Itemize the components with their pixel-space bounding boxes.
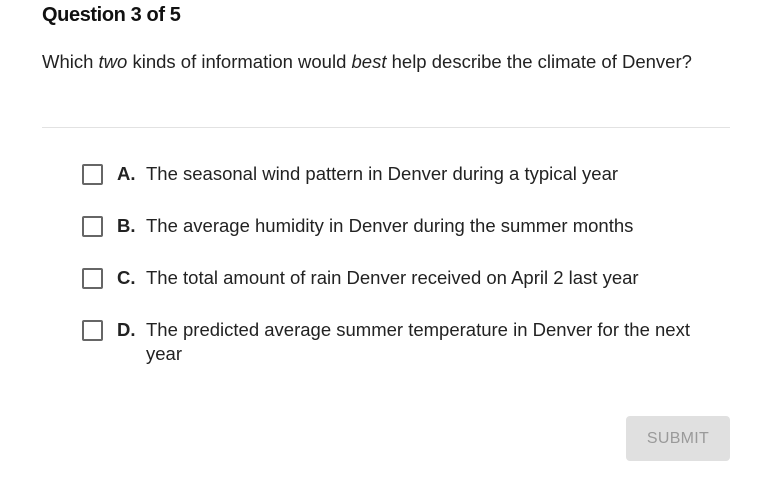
option-letter: B. — [117, 215, 136, 236]
checkbox-icon[interactable] — [82, 164, 103, 185]
question-counter: Question 3 of 5 — [42, 4, 181, 26]
submit-button[interactable]: SUBMIT — [626, 416, 730, 461]
option-text: The average humidity in Denver during th… — [146, 215, 634, 236]
checkbox-icon[interactable] — [82, 320, 103, 341]
checkbox-icon[interactable] — [82, 216, 103, 237]
option-text: The predicted average summer temperature… — [146, 319, 690, 364]
question-emphasis: two — [98, 51, 128, 72]
option-letter: C. — [117, 267, 136, 288]
question-segment: Which — [42, 51, 99, 72]
option-text: The total amount of rain Denver received… — [146, 267, 639, 288]
option-text: The seasonal wind pattern in Denver duri… — [146, 163, 619, 184]
option-c[interactable]: C. The total amount of rain Denver recei… — [82, 266, 730, 290]
option-d[interactable]: D. The predicted average summer temperat… — [82, 318, 730, 366]
option-a[interactable]: A. The seasonal wind pattern in Denver d… — [82, 162, 730, 186]
divider — [42, 127, 730, 128]
question-emphasis: best — [351, 51, 387, 72]
option-letter: A. — [117, 163, 136, 184]
option-letter: D. — [117, 319, 136, 340]
option-b[interactable]: B. The average humidity in Denver during… — [82, 214, 730, 238]
question-segment: help describe the climate of Denver? — [386, 51, 692, 72]
question-text: Which two kinds of information would bes… — [42, 49, 702, 74]
checkbox-icon[interactable] — [82, 268, 103, 289]
question-segment: kinds of information would — [127, 51, 352, 72]
